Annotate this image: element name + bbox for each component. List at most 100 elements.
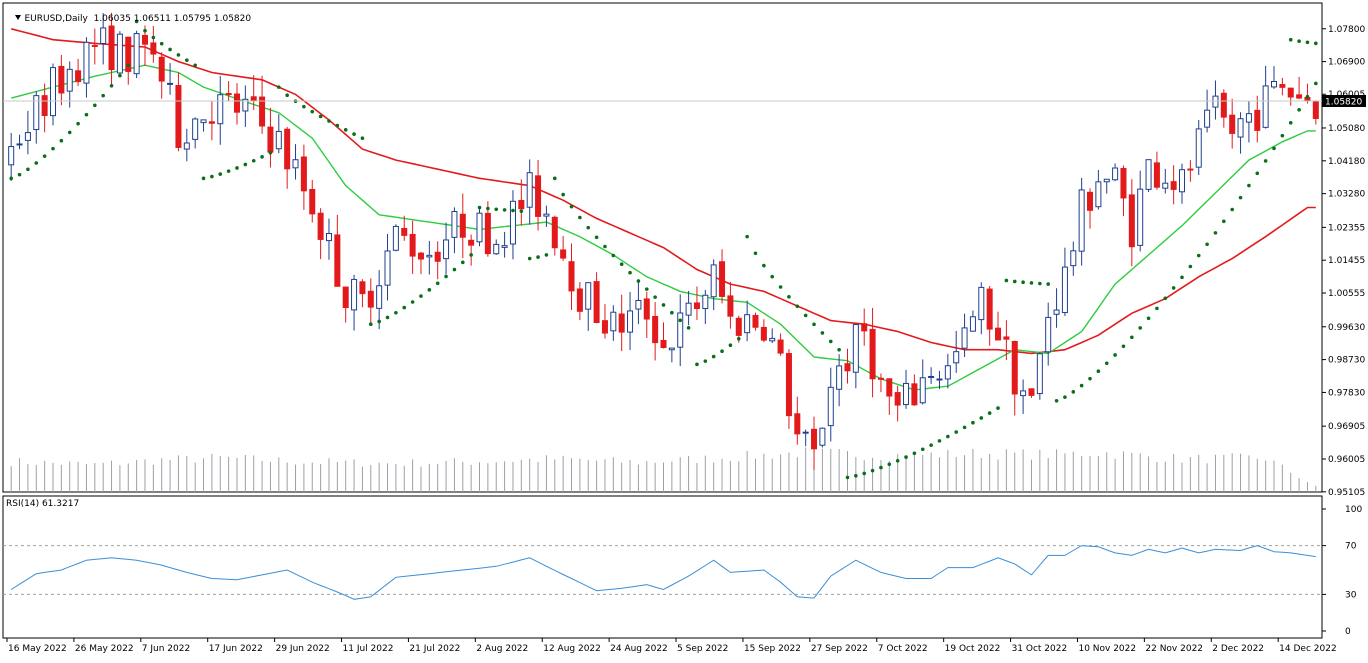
sar-dot [1138, 326, 1142, 330]
sar-dot [1054, 399, 1059, 403]
bull-candle [1045, 302, 1052, 366]
candle-body [986, 288, 993, 330]
candle-body [167, 82, 174, 85]
bull-candle [1112, 163, 1119, 182]
sar-dot [385, 315, 390, 320]
candle-body [49, 67, 57, 117]
sar-dot [368, 322, 373, 327]
candle-body [334, 234, 341, 287]
bear-candle [1229, 98, 1236, 149]
bull-candle [8, 132, 15, 181]
sar-dot [1314, 81, 1318, 86]
candle-body [200, 119, 207, 124]
current-price-label: 1.05820 [1325, 97, 1362, 107]
candle-body [116, 33, 123, 74]
candle-body [1078, 189, 1085, 252]
bull-candle [543, 205, 550, 227]
sar-dot [736, 337, 741, 341]
bull-candle [1061, 247, 1068, 317]
candle-body [401, 227, 408, 236]
candle-body [1070, 250, 1077, 267]
candle-body [459, 213, 466, 238]
sar-dot [803, 313, 808, 318]
candle-body [1279, 84, 1286, 88]
bull-candle [1053, 288, 1060, 328]
candle-body [785, 353, 792, 417]
sar-dot [201, 176, 206, 181]
candle-body [903, 382, 910, 406]
candle-body [108, 25, 115, 71]
bear-candle [1187, 160, 1194, 182]
bull-candle [325, 218, 332, 260]
candle-body [702, 294, 709, 310]
bull-candle [1078, 177, 1085, 266]
price-tick-label: 0.98730 [1328, 356, 1365, 366]
collapse-triangle-icon[interactable] [15, 15, 22, 20]
candle-body [1254, 109, 1261, 131]
sar-dot [143, 28, 147, 33]
candle-body [217, 94, 224, 125]
bull-candle [509, 190, 516, 260]
sar-dot [502, 208, 507, 212]
candle-body [643, 298, 650, 320]
bull-candle [685, 290, 692, 326]
sar-dot [67, 130, 72, 135]
bull-candle [33, 91, 40, 144]
sar-dot [486, 206, 490, 211]
bull-candle [1020, 379, 1027, 414]
sar-dot [870, 468, 875, 473]
sar-dot [569, 204, 574, 209]
bear-candle [309, 179, 316, 223]
sar-dot [276, 85, 281, 89]
candle-body [869, 328, 876, 380]
price-tick-label: 1.00555 [1328, 289, 1365, 299]
bull-candle [83, 37, 90, 98]
bear-candle [284, 126, 291, 189]
price-tick-label: 1.01455 [1328, 256, 1365, 266]
sar-dot [235, 166, 239, 170]
candle-body [493, 243, 500, 255]
sar-dot [226, 169, 231, 173]
sar-dot [1121, 344, 1126, 349]
date-tick-label: 21 Jul 2022 [409, 644, 460, 654]
bull-candle [836, 354, 843, 407]
bull-candle [710, 259, 717, 311]
candle-body [1220, 92, 1227, 118]
candle-body [652, 315, 659, 344]
date-tick-label: 11 Jul 2022 [343, 644, 394, 654]
candle-body [309, 188, 316, 215]
candle-body [811, 428, 818, 450]
candle-body [1103, 178, 1110, 183]
bull-candle [384, 233, 391, 301]
bear-candle [1279, 77, 1286, 96]
candle-body [392, 225, 399, 251]
bear-candle [719, 249, 726, 304]
bull-candle [677, 294, 684, 367]
sar-dot [887, 462, 892, 467]
candle-body [275, 130, 282, 150]
bear-candle [401, 215, 408, 241]
sar-dot [937, 439, 942, 443]
sar-dot [1088, 376, 1092, 381]
ma-slow-line [10, 28, 1316, 355]
bull-candle [66, 61, 73, 108]
sar-dot [628, 270, 632, 275]
bear-candle [560, 235, 567, 261]
bear-candle [158, 52, 165, 99]
sar-dot [1280, 133, 1285, 138]
bull-candle [192, 117, 199, 149]
sar-dot [185, 58, 189, 62]
ohlc-high: 1.06511 [133, 14, 171, 24]
date-axis: 16 May 2022 26 May 2022 7 Jun 2022 17 Jun 2… [6, 638, 1337, 654]
sar-dot [494, 207, 499, 212]
price-tick-label: 1.03280 [1328, 190, 1365, 200]
bear-candle [359, 279, 366, 308]
candle-body [1245, 113, 1252, 123]
bear-candle [886, 378, 893, 415]
bull-candle [1195, 119, 1202, 176]
candle-body [627, 310, 634, 333]
date-tick-label: 12 Aug 2022 [543, 644, 601, 654]
sar-dot [1305, 94, 1310, 99]
bull-candle [635, 279, 642, 325]
